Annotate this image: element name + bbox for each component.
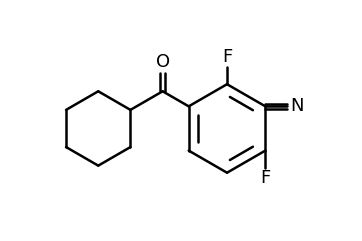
Text: O: O xyxy=(156,53,170,71)
Text: N: N xyxy=(290,97,303,115)
Text: F: F xyxy=(222,48,232,66)
Text: F: F xyxy=(260,169,270,187)
